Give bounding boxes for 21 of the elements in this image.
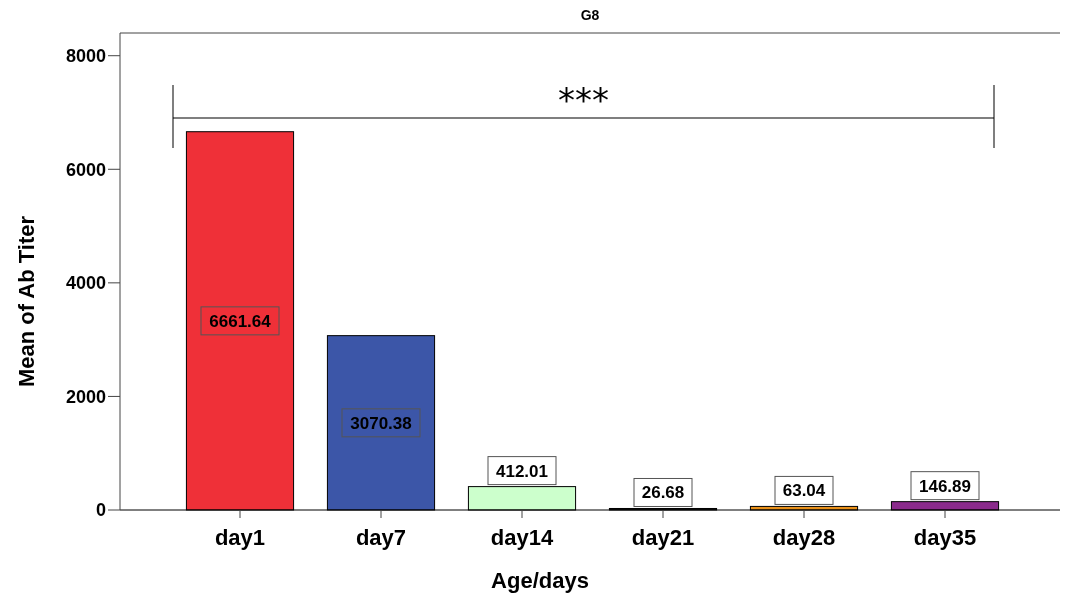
y-tick-label: 4000: [65, 273, 106, 294]
y-tick-label: 0: [95, 500, 106, 521]
x-tick-label: day21: [631, 525, 695, 550]
data-label: 3070.38: [350, 413, 412, 433]
x-axis-title: Age/days: [491, 568, 589, 593]
y-tick-label: 8000: [65, 46, 106, 67]
data-label: 412.01: [496, 461, 548, 481]
y-tick-label: 2000: [65, 386, 106, 407]
chart-title: G8: [580, 7, 600, 23]
annotation: ***: [558, 80, 609, 120]
data-label: 146.89: [919, 476, 971, 496]
x-tick-label: day1: [214, 525, 266, 550]
y-axis-title: Mean of Ab Titer: [14, 215, 39, 388]
data-label: 63.04: [782, 481, 826, 501]
data-label: 26.68: [641, 483, 685, 503]
data-label: 6661.64: [209, 311, 272, 331]
x-tick-label: day7: [355, 525, 407, 550]
x-tick-label: day14: [490, 525, 554, 550]
x-tick-label: day28: [772, 525, 836, 550]
y-tick-label: 6000: [65, 159, 106, 180]
x-tick-label: day35: [913, 525, 977, 550]
